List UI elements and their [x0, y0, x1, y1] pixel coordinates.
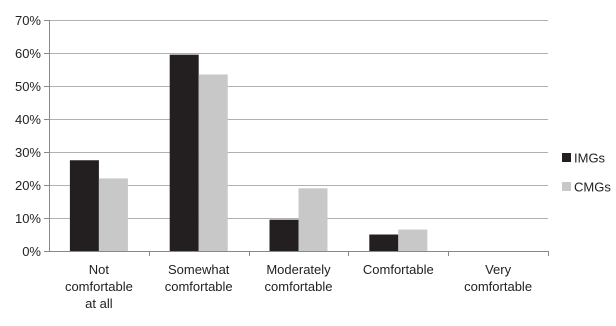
gridlines — [49, 20, 548, 219]
x-category-label-line: comfortable — [65, 279, 133, 294]
bar-imgs-3 — [369, 234, 399, 251]
bars — [69, 54, 428, 252]
x-category-label-line: Comfortable — [363, 262, 434, 277]
x-category-label-line: Very — [485, 262, 512, 277]
legend-label-cmgs: CMGs — [574, 180, 611, 195]
x-category-label-line: Not — [89, 262, 110, 277]
legend-label-imgs: IMGs — [574, 151, 606, 166]
y-tick-label: 60% — [15, 46, 41, 61]
x-category-label-line: comfortable — [165, 279, 233, 294]
y-tick-label: 70% — [15, 13, 41, 28]
y-tick-label: 0% — [22, 244, 41, 259]
x-category-label: Somewhat comfortable — [165, 262, 233, 294]
y-tick-label: 50% — [15, 79, 41, 94]
legend-swatch-imgs — [562, 153, 571, 162]
y-tick-label: 30% — [15, 145, 41, 160]
bar-imgs-1 — [169, 54, 199, 252]
legend-swatch-cmgs — [562, 182, 571, 191]
x-category-label-line: Somewhat — [168, 262, 230, 277]
x-category-label: Very comfortable — [464, 262, 532, 294]
bar-cmgs-0 — [98, 178, 128, 251]
x-category-label: Not comfortable at all — [65, 262, 133, 311]
x-category-label-line: Moderately — [266, 262, 331, 277]
bar-imgs-0 — [69, 160, 99, 251]
x-category-label: Comfortable — [363, 262, 434, 277]
x-category-label-line: at all — [85, 296, 113, 311]
bar-cmgs-1 — [198, 74, 228, 251]
y-tick-label: 40% — [15, 112, 41, 127]
y-tick-label: 10% — [15, 211, 41, 226]
x-category-label: Moderately comfortable — [265, 262, 333, 294]
bar-cmgs-2 — [298, 188, 328, 251]
bar-cmgs-3 — [398, 229, 428, 251]
y-tick-label: 20% — [15, 178, 41, 193]
x-category-label-line: comfortable — [265, 279, 333, 294]
axes — [44, 20, 549, 256]
y-axis-tick-labels: 0% 10% 20% 30% 40% 50% 60% 70% — [15, 13, 41, 259]
x-category-label-line: comfortable — [464, 279, 532, 294]
legend: IMGs CMGs — [562, 151, 611, 195]
bar-imgs-2 — [269, 219, 299, 251]
